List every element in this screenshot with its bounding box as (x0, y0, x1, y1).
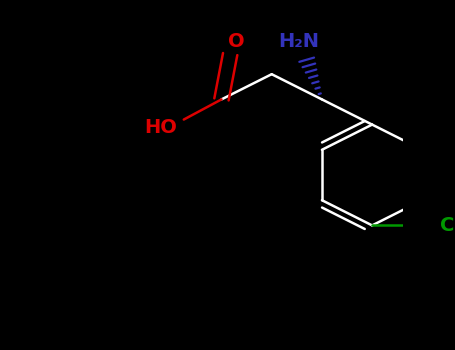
Text: H₂N: H₂N (278, 32, 319, 51)
Text: HO: HO (144, 118, 177, 136)
Text: O: O (228, 32, 244, 51)
Text: Cl: Cl (440, 216, 455, 235)
